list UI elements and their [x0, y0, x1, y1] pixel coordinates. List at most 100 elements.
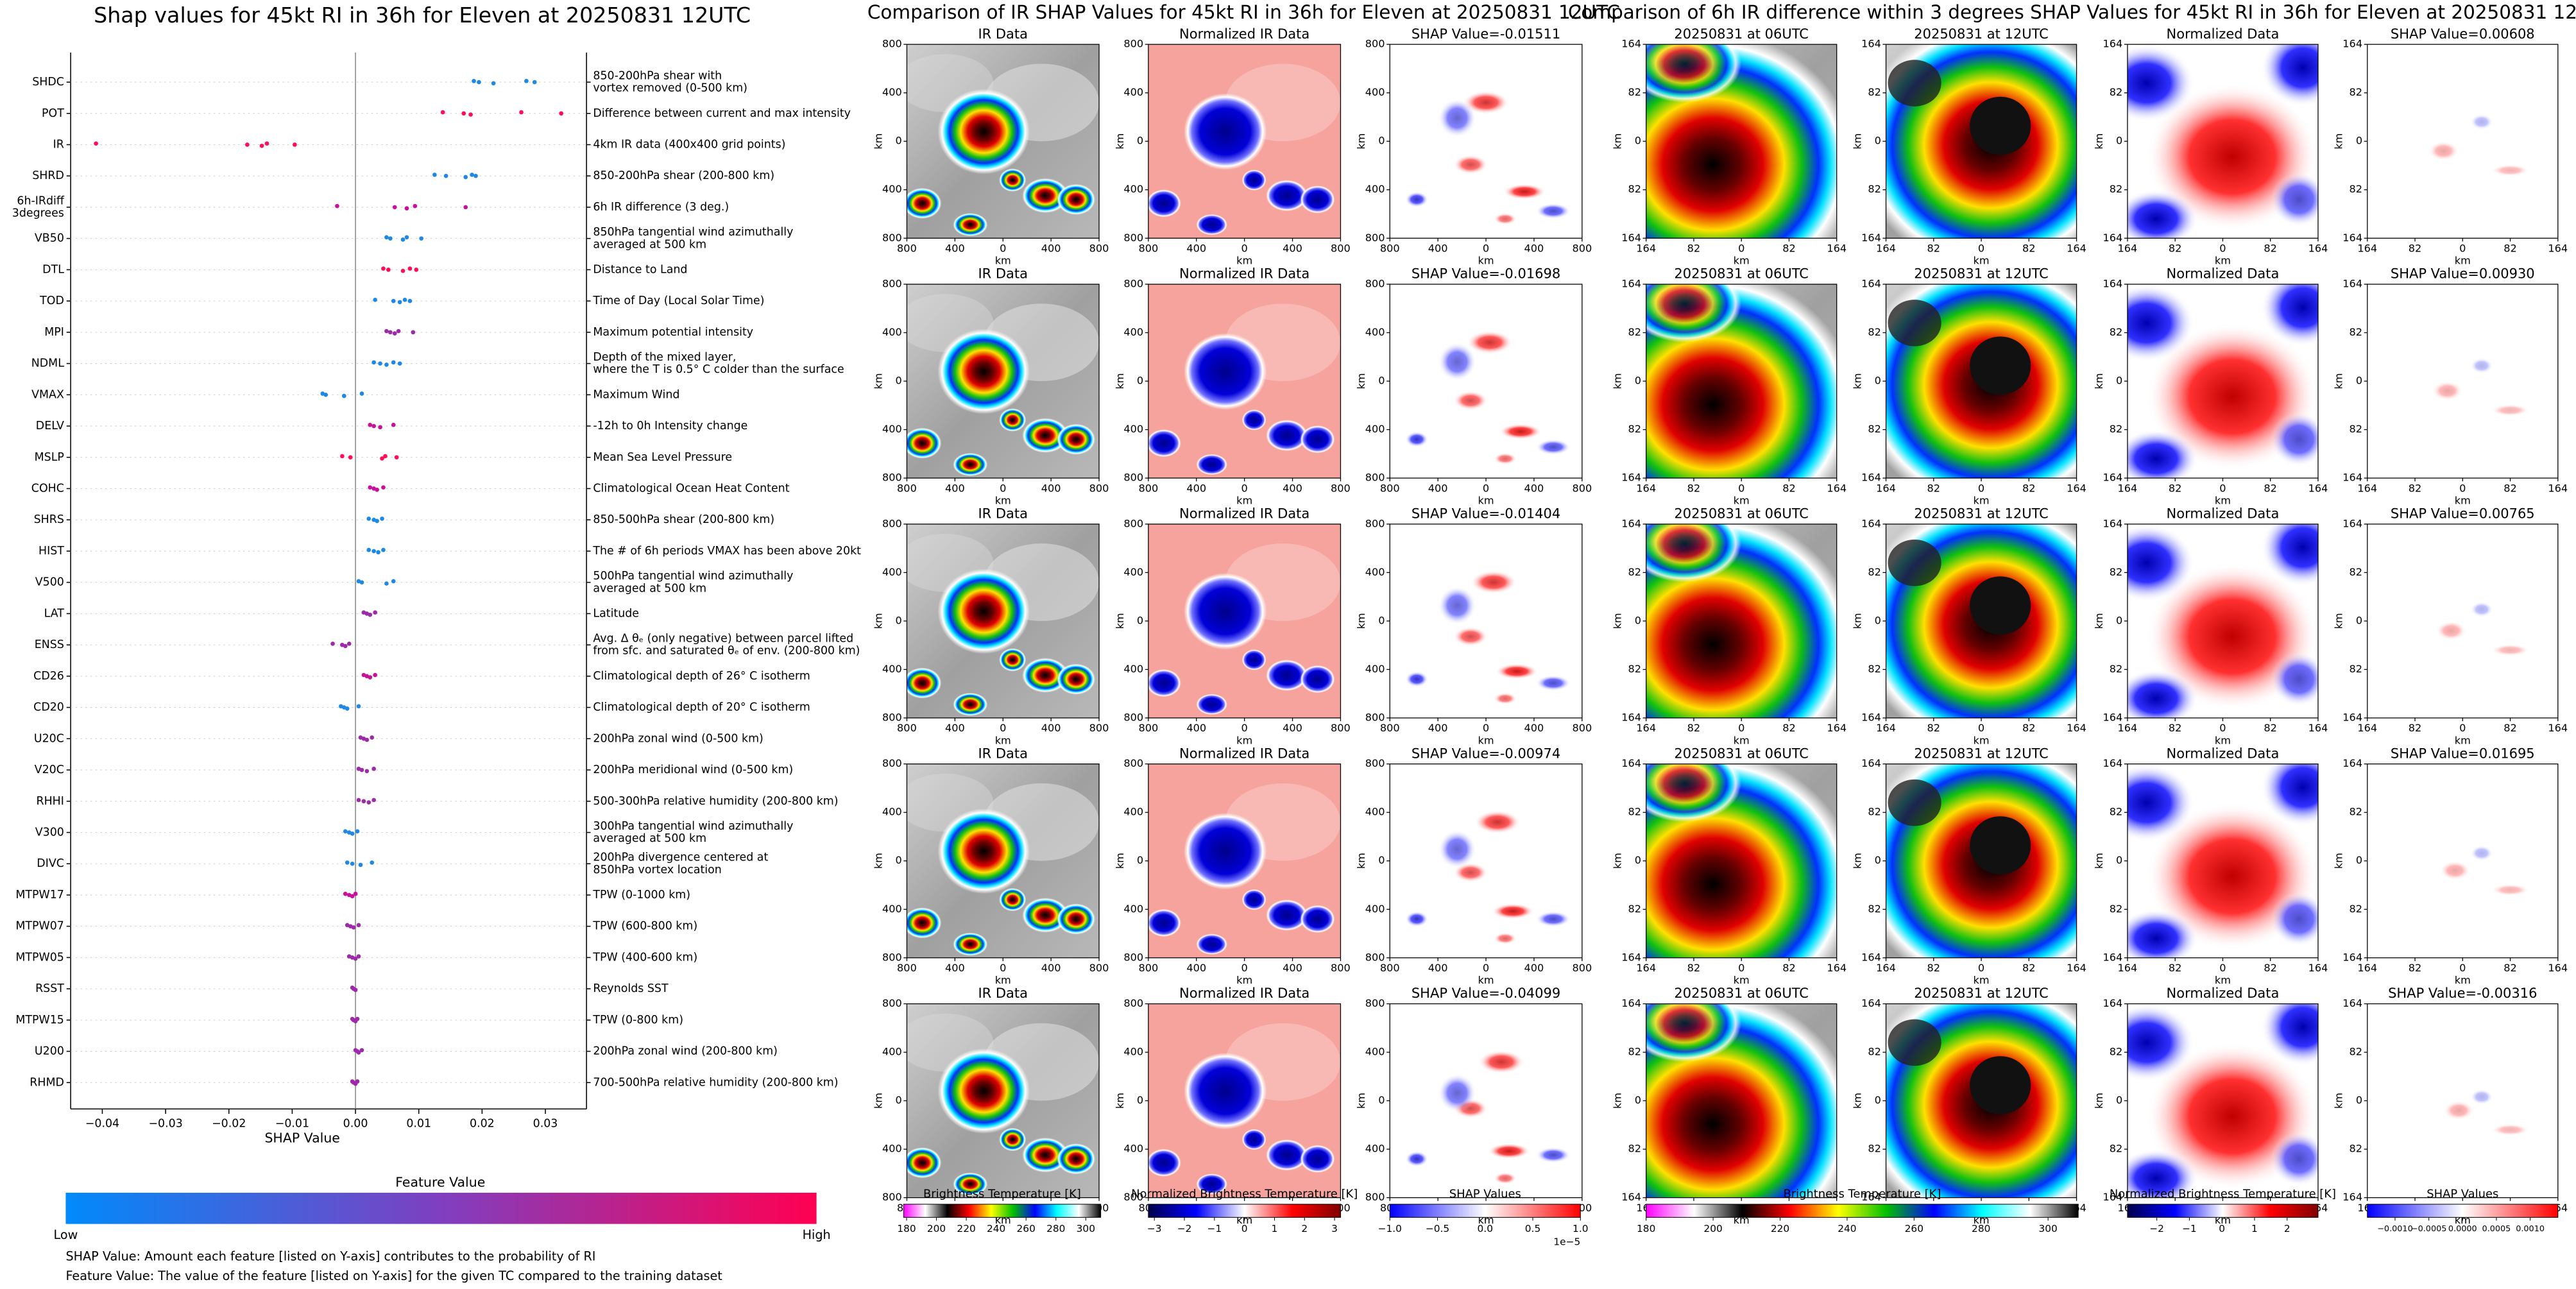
x-tick-label: 0 — [1978, 722, 1984, 734]
x-tick-label: 400 — [1041, 242, 1061, 254]
y-tick-label: 82 — [1628, 806, 1641, 818]
heatmap-feature — [1148, 1148, 1181, 1177]
heatmap-feature — [2127, 429, 2198, 479]
feature-description: 200hPa meridional wind (0-500 km) — [593, 764, 793, 776]
y-axis-label: km — [1355, 853, 1367, 869]
y-tick-label: 400 — [882, 86, 902, 98]
shap-point — [368, 485, 373, 490]
x-tick-label: 164 — [1876, 242, 1896, 254]
chart-title: Comparison of IR SHAP Values for 45kt RI… — [867, 1, 1620, 23]
x-tick-label: 800 — [1138, 242, 1158, 254]
y-tick-label: 164 — [2342, 232, 2362, 244]
shap-point — [463, 205, 468, 210]
y-tick-label: 82 — [2350, 1046, 2363, 1058]
x-axis-label: km — [2215, 734, 2231, 746]
shap-point — [340, 454, 345, 459]
heatmap-background — [2367, 284, 2558, 479]
feature-label: DTL — [42, 263, 64, 276]
feature-label: IR — [53, 138, 64, 151]
shap-point — [380, 516, 384, 521]
heatmap-feature — [2127, 189, 2198, 239]
heatmap-feature — [2428, 141, 2459, 161]
y-tick-label: 400 — [1123, 183, 1143, 195]
heatmap-feature — [953, 1172, 988, 1196]
feature-description: The # of 6h periods VMAX has been above … — [592, 545, 861, 558]
feature-description: 850hPa vortex location — [593, 864, 721, 876]
x-tick-label: 0 — [1000, 962, 1006, 974]
x-tick-label: 0 — [2219, 962, 2226, 974]
colorbar-tick-label: 200 — [927, 1223, 946, 1234]
panel-title: SHAP Value=-0.00974 — [1412, 746, 1560, 761]
x-tick-label: 0 — [2459, 242, 2466, 254]
heatmap — [907, 1003, 1100, 1198]
x-tick-label: 0.00 — [343, 1117, 368, 1130]
y-axis-label: km — [2333, 1093, 2345, 1109]
shap-point — [378, 425, 382, 430]
feature-label: RSST — [35, 982, 64, 995]
x-tick-label: 0 — [1483, 482, 1489, 494]
heatmap-background — [2367, 44, 2558, 239]
shap-point — [346, 641, 352, 646]
heatmap-feature — [2470, 1089, 2493, 1105]
shap-point — [461, 111, 466, 116]
panel-title: 20250831 at 12UTC — [1914, 746, 2049, 761]
heatmap-feature — [2432, 381, 2463, 401]
y-axis-label: km — [872, 1093, 884, 1109]
heatmap — [2367, 1003, 2558, 1198]
y-axis-label: km — [2093, 613, 2105, 629]
heatmap-feature — [1241, 409, 1267, 431]
feature-description: 500-300hPa relative humidity (200-800 km… — [593, 795, 838, 808]
feature-description: Climatological Ocean Heat Content — [593, 482, 789, 495]
y-tick-label: 0 — [1635, 614, 1641, 626]
x-tick-label: 0 — [2219, 722, 2226, 734]
heatmap-feature — [1300, 425, 1335, 454]
y-tick-label: 82 — [2110, 183, 2123, 195]
shap-point — [432, 173, 437, 177]
x-axis-label: km — [1974, 494, 1990, 506]
heatmap-feature — [999, 648, 1027, 672]
feature-label: MPI — [44, 326, 64, 339]
y-tick-label: 82 — [1868, 1143, 1881, 1155]
y-tick-label: 164 — [2103, 38, 2122, 50]
feature-label: SHDC — [32, 76, 64, 89]
heatmap — [1646, 284, 1837, 479]
y-tick-label: 82 — [2110, 86, 2123, 98]
heatmap-feature — [1471, 570, 1517, 594]
panel-title: 20250831 at 06UTC — [1674, 26, 1809, 42]
heatmap-background — [2367, 764, 2558, 958]
y-tick-label: 164 — [1621, 517, 1641, 529]
x-tick-label: 164 — [1636, 242, 1656, 254]
y-axis-label: km — [1612, 1093, 1624, 1109]
x-tick-label: 82 — [2264, 242, 2277, 254]
y-axis-label: km — [1612, 853, 1624, 869]
colorbar-tick-label: 220 — [957, 1223, 975, 1234]
heatmap-feature — [1970, 96, 2031, 155]
heatmap-feature — [1496, 663, 1538, 679]
heatmap-feature — [1492, 903, 1534, 919]
feature-label: 6h-IRdiff — [17, 194, 64, 207]
heatmap-feature — [937, 329, 1030, 414]
feature-description: Distance to Land — [593, 263, 687, 276]
colorbar-tick-label: 0.0010 — [2516, 1224, 2545, 1234]
x-tick-label: 164 — [1827, 962, 1847, 974]
x-tick-label: 0 — [1738, 482, 1744, 494]
y-tick-label: 164 — [1861, 951, 1881, 963]
heatmap — [1886, 44, 2077, 239]
x-axis-label: km — [1478, 734, 1494, 746]
colorbar-tick-label: 1 — [2251, 1223, 2258, 1234]
y-tick-label: 82 — [1628, 663, 1641, 675]
x-tick-label: 400 — [945, 722, 965, 734]
x-axis-label: km — [1734, 734, 1750, 746]
heatmap — [1390, 1003, 1582, 1198]
heatmap-feature — [1183, 572, 1267, 650]
y-axis-label: km — [1852, 373, 1864, 389]
y-tick-label: 800 — [882, 997, 902, 1009]
heatmap-feature — [1503, 184, 1546, 200]
colorbar-tick-label: 1 — [1272, 1223, 1278, 1234]
x-axis-label: km — [1734, 494, 1750, 506]
x-tick-label: 400 — [1524, 242, 1544, 254]
y-tick-label: 400 — [1365, 1143, 1385, 1155]
y-tick-label: 800 — [882, 232, 902, 244]
note: Feature Value: The value of the feature … — [65, 1268, 722, 1283]
y-tick-label: 0 — [1875, 1094, 1881, 1106]
